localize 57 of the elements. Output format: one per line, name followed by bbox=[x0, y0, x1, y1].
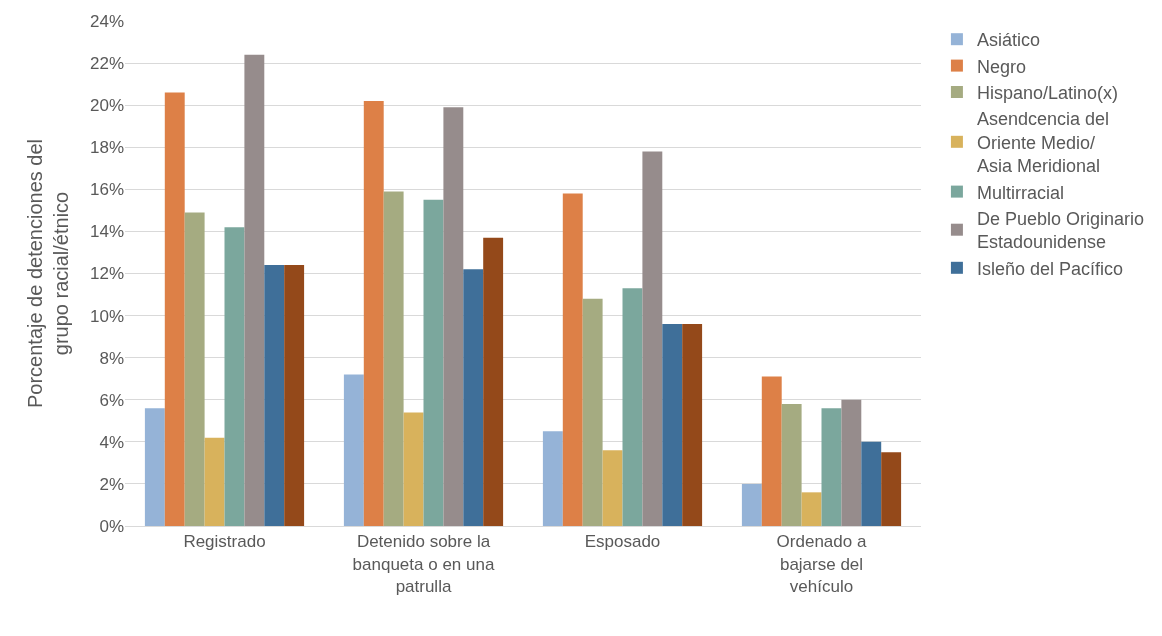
bar bbox=[682, 324, 703, 526]
x-tick-label: Detenido sobre la banqueta o en una patrulla bbox=[352, 532, 495, 596]
bar bbox=[403, 412, 424, 526]
bar bbox=[602, 450, 623, 526]
bar bbox=[144, 408, 165, 526]
bar bbox=[204, 437, 225, 526]
bar bbox=[801, 492, 822, 526]
bar bbox=[284, 265, 305, 526]
bar bbox=[642, 151, 663, 526]
legend-label: Negro bbox=[976, 56, 1026, 77]
bar bbox=[483, 237, 504, 526]
x-tick-label: Ordenado a bajarse del vehículo bbox=[776, 532, 867, 596]
y-tick-label: 16% bbox=[89, 180, 124, 200]
legend-label: Multirracial bbox=[976, 182, 1064, 203]
x-tick-label: Esposado bbox=[584, 532, 661, 552]
bar bbox=[463, 269, 484, 526]
bar bbox=[264, 265, 285, 526]
y-tick-label: 24% bbox=[89, 11, 124, 31]
bar bbox=[821, 408, 842, 526]
y-tick-label: 0% bbox=[99, 516, 124, 536]
legend-label: De Pueblo Originario Estadounidense bbox=[976, 209, 1145, 253]
y-tick-label: 4% bbox=[99, 432, 124, 452]
y-tick-label: 22% bbox=[89, 54, 124, 74]
y-tick-label: 18% bbox=[89, 138, 124, 158]
bar bbox=[542, 431, 563, 526]
bar bbox=[622, 288, 643, 526]
x-tick-label: Registrado bbox=[183, 532, 266, 552]
bar bbox=[184, 212, 205, 526]
bar bbox=[741, 483, 762, 526]
legend-label: Asendcencia del Oriente Medio/ Asia Meridional bbox=[976, 109, 1110, 177]
bar bbox=[443, 107, 464, 526]
bar bbox=[861, 441, 882, 526]
y-tick-label: 10% bbox=[89, 306, 124, 326]
y-tick-label: 14% bbox=[89, 222, 124, 242]
bar bbox=[841, 399, 862, 526]
bar bbox=[662, 324, 683, 526]
y-axis-title: Porcentaje de detenciones del grupo racial/étnico bbox=[24, 138, 73, 409]
bar bbox=[164, 92, 185, 526]
bar bbox=[781, 403, 802, 526]
bar bbox=[224, 227, 245, 526]
bar bbox=[343, 374, 364, 526]
bar bbox=[363, 100, 384, 526]
y-tick-label: 20% bbox=[89, 96, 124, 116]
bar bbox=[423, 199, 444, 526]
legend-label: Hispano/Latino(x) bbox=[976, 83, 1118, 104]
legend-label: Isleño del Pacífico bbox=[976, 258, 1124, 279]
bar bbox=[244, 54, 265, 526]
bar bbox=[761, 376, 782, 526]
bar bbox=[383, 191, 404, 526]
y-tick-label: 8% bbox=[99, 348, 124, 368]
y-tick-label: 12% bbox=[89, 264, 124, 284]
bar bbox=[582, 298, 603, 526]
bar bbox=[881, 452, 902, 526]
y-tick-label: 6% bbox=[99, 390, 124, 410]
legend-label: Asiático bbox=[976, 30, 1040, 51]
y-tick-label: 2% bbox=[99, 474, 124, 494]
bar bbox=[562, 193, 583, 526]
